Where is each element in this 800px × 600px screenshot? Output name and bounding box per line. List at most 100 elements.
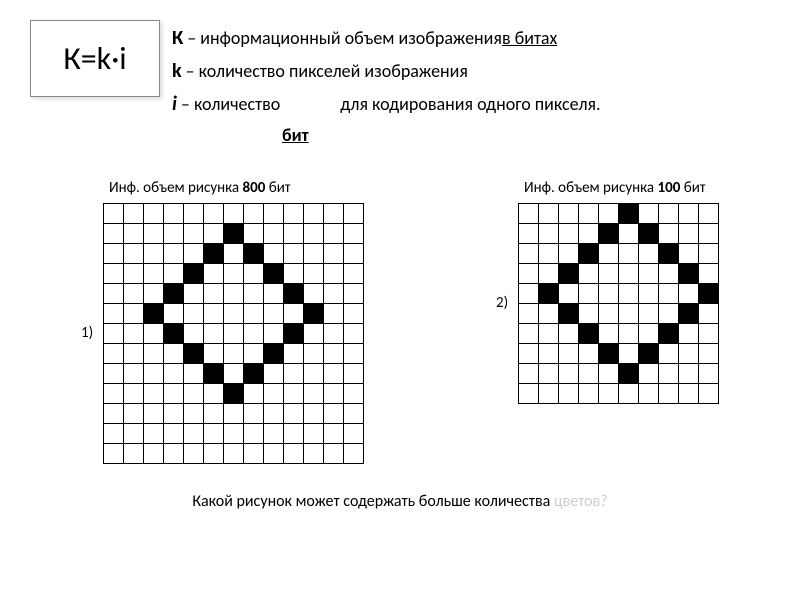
pixel-cell xyxy=(639,323,659,343)
pixel-cell xyxy=(639,383,659,403)
pixel-cell xyxy=(559,343,579,363)
pixel-cell xyxy=(659,303,679,323)
pixel-cell xyxy=(699,303,719,323)
pixel-cell xyxy=(224,383,244,403)
pixel-cell xyxy=(204,403,224,423)
pixel-cell xyxy=(224,203,244,223)
pixel-cell xyxy=(699,363,719,383)
pixel-cell xyxy=(104,343,124,363)
pixel-cell xyxy=(579,343,599,363)
pixel-cell xyxy=(164,343,184,363)
pixel-cell xyxy=(344,203,364,223)
pixel-cell xyxy=(264,283,284,303)
pixel-cell xyxy=(559,223,579,243)
gl-tc: бит xyxy=(265,179,290,197)
pixel-cell xyxy=(164,423,184,443)
pixel-cell xyxy=(204,383,224,403)
pixel-cell xyxy=(599,343,619,363)
pixel-cell xyxy=(104,303,124,323)
pixel-cell xyxy=(124,403,144,423)
pixel-cell xyxy=(639,243,659,263)
pixel-cell xyxy=(304,203,324,223)
pixel-cell xyxy=(519,243,539,263)
grid-right-num: 2) xyxy=(496,294,518,312)
pixel-cell xyxy=(304,283,324,303)
pixel-cell xyxy=(639,343,659,363)
pixel-cell xyxy=(559,203,579,223)
pixel-cell xyxy=(144,403,164,423)
pixel-cell xyxy=(144,363,164,383)
pixel-cell xyxy=(124,263,144,283)
pixel-cell xyxy=(104,423,124,443)
pixel-cell xyxy=(264,203,284,223)
pixel-cell xyxy=(104,243,124,263)
pixel-cell xyxy=(679,323,699,343)
gl-ta: Инф. объем рисунка xyxy=(109,179,243,197)
pixel-cell xyxy=(224,443,244,463)
pixel-cell xyxy=(244,223,264,243)
pixel-cell xyxy=(344,423,364,443)
pixel-cell xyxy=(324,363,344,383)
q-a: Какой рисунок может содержать больше кол… xyxy=(192,492,554,511)
pixel-cell xyxy=(699,383,719,403)
pixel-cell xyxy=(539,303,559,323)
def-i-text-b: для кодирования одного пикселя. xyxy=(340,90,600,120)
pixel-cell xyxy=(324,383,344,403)
pixel-cell xyxy=(124,243,144,263)
pixel-cell xyxy=(559,383,579,403)
pixel-cell xyxy=(204,423,224,443)
pixel-cell xyxy=(539,223,559,243)
pixel-cell xyxy=(184,443,204,463)
pixel-cell xyxy=(164,403,184,423)
pixel-cell xyxy=(519,343,539,363)
pixel-cell xyxy=(619,203,639,223)
pixel-cell xyxy=(679,223,699,243)
pixel-cell xyxy=(224,303,244,323)
pixel-cell xyxy=(344,323,364,343)
grid-left-block: Инф. объем рисунка 800 бит 1) xyxy=(81,179,364,464)
pixel-cell xyxy=(224,263,244,283)
pixel-cell xyxy=(619,383,639,403)
pixel-cell xyxy=(164,283,184,303)
pixel-cell xyxy=(699,203,719,223)
formula-box: К=k·i xyxy=(30,20,160,97)
pixel-cell xyxy=(344,283,364,303)
pixel-cell xyxy=(559,323,579,343)
pixel-cell xyxy=(264,323,284,343)
pixel-cell xyxy=(104,263,124,283)
pixel-cell xyxy=(659,283,679,303)
pixel-cell xyxy=(519,283,539,303)
pixel-cell xyxy=(699,283,719,303)
pixel-cell xyxy=(264,423,284,443)
pixel-cell xyxy=(619,263,639,283)
pixel-cell xyxy=(599,243,619,263)
pixel-cell xyxy=(124,223,144,243)
pixel-cell xyxy=(579,263,599,283)
pixel-cell xyxy=(164,243,184,263)
pixel-cell xyxy=(184,403,204,423)
pixel-cell xyxy=(539,363,559,383)
pixel-cell xyxy=(324,263,344,283)
pixel-cell xyxy=(304,423,324,443)
pixel-cell xyxy=(244,403,264,423)
pixel-cell xyxy=(144,283,164,303)
pixel-cell xyxy=(559,303,579,323)
pixel-cell xyxy=(699,223,719,243)
pixel-cell xyxy=(579,323,599,343)
q-b: цветов? xyxy=(554,492,608,511)
pixel-cell xyxy=(619,223,639,243)
pixel-cell xyxy=(244,423,264,443)
pixel-cell xyxy=(539,343,559,363)
pixel-cell xyxy=(244,283,264,303)
pixel-cell xyxy=(599,263,619,283)
pixel-cell xyxy=(519,263,539,283)
pixel-cell xyxy=(659,383,679,403)
pixel-cell xyxy=(264,343,284,363)
pixel-cell xyxy=(124,383,144,403)
pixel-cell xyxy=(144,203,164,223)
var-i: i xyxy=(172,88,177,121)
pixel-cell xyxy=(659,363,679,383)
pixel-cell xyxy=(104,223,124,243)
pixel-cell xyxy=(344,303,364,323)
pixel-cell xyxy=(264,263,284,283)
